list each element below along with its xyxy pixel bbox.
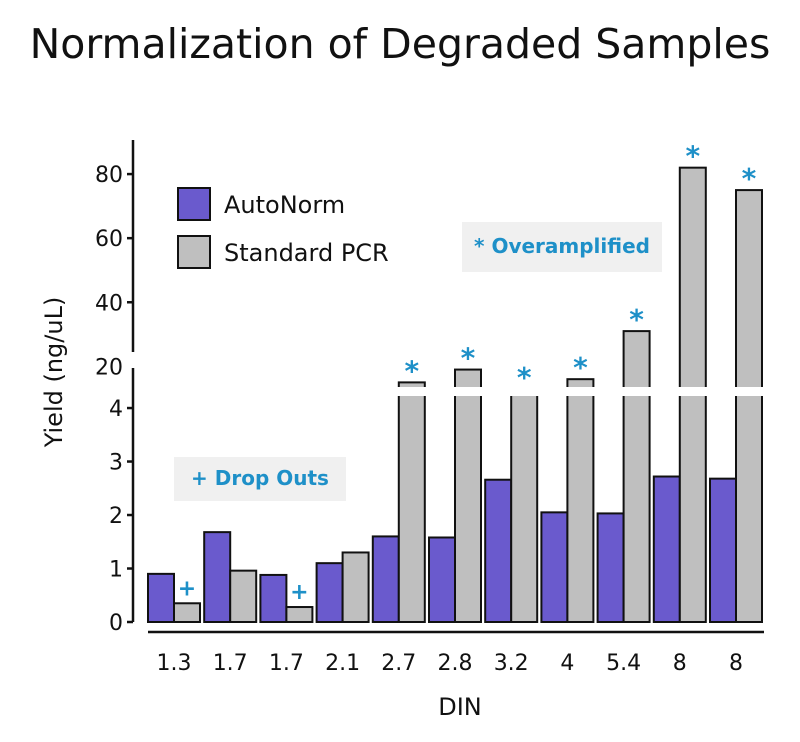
legend-label-standard-pcr: Standard PCR [224,239,389,267]
y-tick-label: 0 [109,611,123,636]
bar-autonorm-4 [540,511,569,623]
x-tick-label: 5.4 [606,651,641,676]
overamplified-marker: * [685,140,700,173]
overamplified-note: * Overamplified [462,222,662,272]
bar-autonorm-8 [652,475,681,623]
bar-standard-pcr-1.7 [285,606,314,623]
dropout-marker: + [178,576,196,601]
x-tick-label: 2.1 [325,651,360,676]
bar-standard-pcr-2.1 [341,551,370,623]
x-tick-label: 1.3 [157,651,192,676]
x-axis-ticks: 1.3 1.7 1.7 2.1 2.7 2.8 3.2 4 5.4 8 8 [157,651,744,676]
bar-standard-pcr-5.4 [622,330,651,623]
x-tick-label: 2.8 [438,651,473,676]
bar-standard-pcr-3.2 [510,387,539,623]
y-tick-label: 20 [95,355,123,380]
dropout-marker: + [290,580,308,605]
y-tick-label: 40 [95,291,123,316]
overamplified-marker: * [404,354,419,387]
axis-break-band [136,387,764,396]
overamplified-marker: * [573,351,588,384]
legend-swatch-standard-pcr [177,235,211,269]
legend-label-autonorm: AutoNorm [224,191,345,219]
y-axis-label: Yield (ng/uL) [40,297,68,449]
bar-autonorm-1.7 [203,531,232,623]
overamplified-marker: * [461,342,476,375]
y-tick-label: 2 [109,504,123,529]
bar-standard-pcr-4 [566,378,595,623]
bar-autonorm-2.8 [428,536,456,623]
y-tick-label: 4 [109,397,123,422]
overamplified-marker: * [629,303,644,336]
y-tick-label: 3 [109,451,123,476]
overamplified-note-text: * Overamplified [474,234,650,258]
x-tick-label: 1.7 [213,651,248,676]
axis-break-gap [125,352,141,368]
bar-autonorm-1.3 [147,572,175,624]
y-axis-ticks: 0 1 2 3 4 20 40 60 80 [95,163,133,636]
dropouts-note-text: + Drop Outs [191,466,329,490]
y-tick-label: 80 [95,163,123,188]
bar-standard-pcr-1.3 [173,602,201,623]
bar-autonorm-2.1 [315,562,344,623]
bar-autonorm-2.7 [371,535,400,623]
dropouts-note: + Drop Outs [174,457,346,501]
y-tick-label: 1 [109,558,123,583]
marker-group: + + * * * * * * * [178,140,757,605]
chart-title: Normalization of Degraded Samples [30,20,771,68]
bar-autonorm-1.7 [259,573,288,624]
x-tick-label: 8 [729,651,743,676]
bar-standard-pcr-2.8 [454,368,482,623]
overamplified-marker: * [517,361,532,394]
x-tick-label: 4 [560,651,574,676]
y-tick-label: 60 [95,227,123,252]
x-tick-label: 3.2 [494,651,529,676]
bar-standard-pcr-1.7 [229,569,258,624]
bar-autonorm-3.2 [484,478,513,623]
bar-autonorm-5.4 [596,512,625,623]
x-tick-label: 2.7 [381,651,416,676]
overamplified-marker: * [742,162,757,195]
legend: AutoNorm Standard PCR [177,187,389,269]
x-tick-label: 8 [673,651,687,676]
dropouts-note-box [174,457,346,501]
bar-standard-pcr-2.7 [397,381,426,623]
bar-autonorm-8 [709,477,737,623]
bar-group [136,166,764,624]
x-tick-label: 1.7 [269,651,304,676]
legend-swatch-autonorm [177,187,211,221]
overamplified-note-box [462,222,662,272]
x-axis-label: DIN [438,693,482,721]
bar-standard-pcr-8 [735,189,763,624]
